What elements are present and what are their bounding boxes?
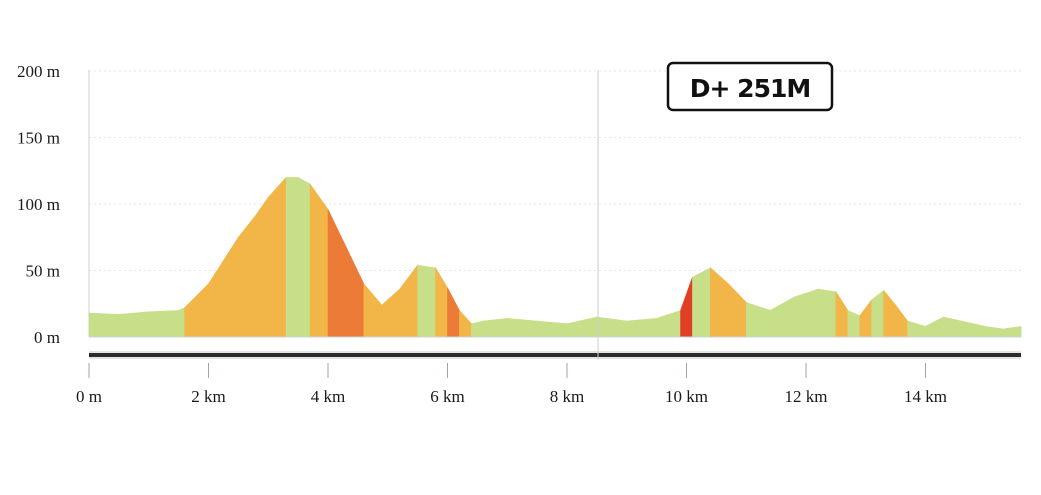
y-axis-ticks: 0 m 50 m 100 m 150 m 200 m (17, 62, 60, 347)
elevation-segment (459, 309, 472, 338)
elevation-segment (285, 177, 299, 338)
elevation-segment (728, 283, 747, 338)
elevation-segment (297, 176, 311, 338)
y-tick-label: 0 m (34, 328, 60, 347)
y-tick-label: 150 m (17, 129, 60, 148)
elevation-segment (381, 288, 401, 338)
elevation-segment (536, 320, 568, 338)
elevation-segment (1002, 326, 1022, 338)
y-tick-label: 200 m (17, 62, 60, 81)
elevation-segment (148, 310, 179, 338)
elevation-area (88, 176, 1022, 338)
x-tick-label: 10 km (665, 387, 708, 406)
x-tick-label: 4 km (311, 387, 345, 406)
elevation-segment (363, 282, 383, 338)
elevation-segment (692, 267, 711, 338)
y-tick-label: 100 m (17, 195, 60, 214)
x-tick-label: 2 km (191, 387, 225, 406)
elevation-segment (208, 236, 239, 338)
elevation-segment (88, 312, 120, 338)
elevation-segment (961, 320, 986, 338)
elevation-segment (267, 176, 287, 338)
elevation-segment (399, 264, 418, 338)
elevation-segment (471, 320, 484, 338)
elevation-segment (566, 316, 598, 338)
elevation-segment (255, 196, 269, 338)
elevation-segment (883, 289, 896, 338)
elevation-segment (769, 296, 795, 338)
elevation-segment (835, 290, 849, 338)
elevation-gain-badge: D+ 251M (666, 61, 834, 112)
elevation-segment (895, 304, 908, 338)
elevation-gain-label: D+ 251M (690, 74, 810, 103)
y-tick-label: 50 m (26, 262, 60, 281)
elevation-segment (345, 246, 365, 338)
elevation-segment (483, 318, 508, 338)
elevation-segment (871, 289, 884, 338)
elevation-segment (506, 318, 538, 338)
elevation-segment (925, 316, 944, 338)
elevation-segment (984, 326, 1004, 338)
x-tick-label: 6 km (430, 387, 464, 406)
elevation-segment (710, 267, 729, 338)
x-tick-label: 14 km (904, 387, 947, 406)
elevation-segment (435, 266, 448, 338)
route-bar-line (89, 353, 1021, 357)
elevation-segment (943, 316, 962, 338)
elevation-segment (184, 283, 209, 338)
elevation-segment (907, 320, 926, 338)
x-tick-label: 12 km (785, 387, 828, 406)
elevation-segment (118, 311, 150, 338)
elevation-segment (238, 213, 257, 338)
elevation-segment (178, 307, 185, 338)
elevation-segment (596, 316, 628, 338)
elevation-segment (859, 298, 873, 338)
elevation-segment (656, 309, 681, 338)
grid-lines (88, 70, 1021, 337)
x-tick-label: 0 m (76, 387, 102, 406)
elevation-segment (680, 277, 693, 338)
elevation-segment (417, 264, 436, 338)
elevation-segment (745, 302, 771, 338)
elevation-segment (793, 288, 819, 338)
x-tick-label: 8 km (550, 387, 584, 406)
elevation-segment (817, 288, 837, 338)
elevation-segment (309, 183, 329, 338)
x-axis-ticks: 0 m 2 km 4 km 6 km 8 km 10 km 12 km 14 km (76, 363, 947, 406)
elevation-segment (327, 209, 347, 338)
elevation-segment (626, 318, 657, 338)
elevation-segment (447, 287, 460, 338)
elevation-segment (847, 309, 861, 338)
